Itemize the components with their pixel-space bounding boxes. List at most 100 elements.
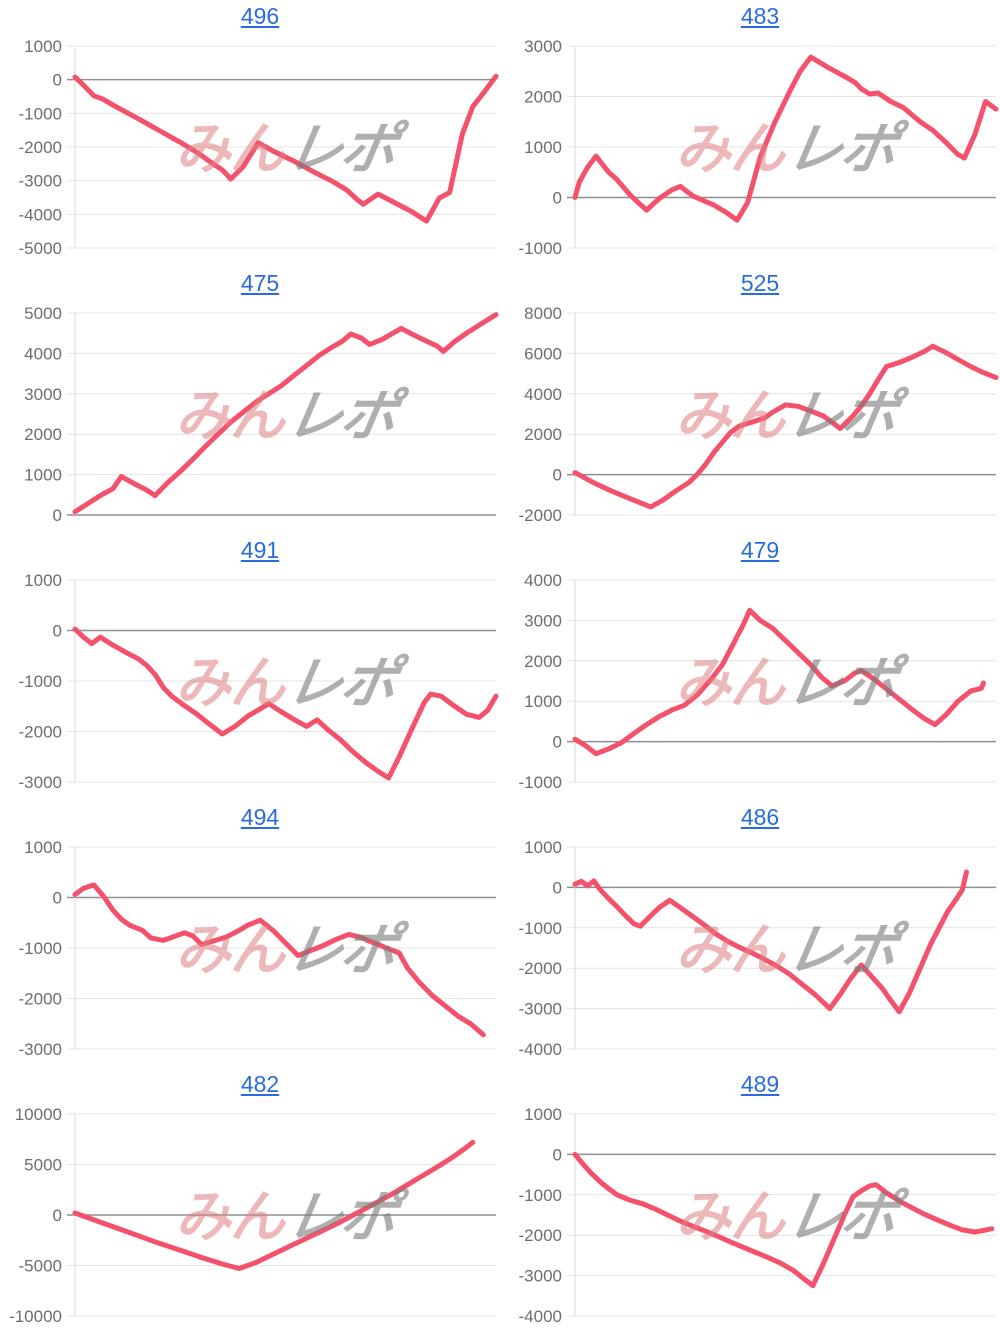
y-axis-tick-label: -2000 — [519, 506, 562, 525]
chart-title-row: 491 — [0, 534, 500, 566]
profit-graph: 4000 3000 2000 1000 0 -1000 — [519, 571, 996, 792]
profit-graph: 1000 0 -1000 -2000 -3000 — [19, 838, 496, 1059]
y-axis-tick-label: -10000 — [9, 1307, 62, 1326]
y-axis-tick-label: 0 — [553, 878, 562, 897]
y-axis-tick-label: 2000 — [524, 425, 562, 444]
y-axis-tick-label: 5000 — [24, 1155, 62, 1174]
chart-title-row: 475 — [0, 267, 500, 299]
y-axis-tick-label: -3000 — [519, 1267, 562, 1286]
y-axis-tick-label: -4000 — [519, 1307, 562, 1326]
y-axis-tick-label: 3000 — [524, 611, 562, 630]
y-axis-tick-label: -3000 — [19, 172, 62, 191]
chart-title-link[interactable]: 486 — [740, 804, 780, 830]
chart-cell: 525 8000 6000 4000 2000 0 -2000 みんレポ — [500, 267, 1000, 534]
profit-graph: 5000 4000 3000 2000 1000 0 — [24, 304, 499, 525]
chart-title-row: 479 — [500, 534, 1000, 566]
y-axis-tick-label: 1000 — [524, 838, 562, 857]
chart-title-row: 483 — [500, 0, 1000, 32]
y-axis-tick-label: -2000 — [19, 989, 62, 1008]
y-axis-tick-label: 5000 — [24, 304, 62, 323]
y-axis-tick-label: -2000 — [519, 1226, 562, 1245]
y-axis-tick-label: 0 — [553, 733, 562, 752]
chart-title-row: 525 — [500, 267, 1000, 299]
y-axis-tick-label: -5000 — [19, 1256, 62, 1275]
y-axis-tick-label: -2000 — [19, 722, 62, 741]
y-axis-tick-label: 0 — [53, 621, 62, 640]
chart-title-row: 482 — [0, 1068, 500, 1100]
y-axis-tick-label: -5000 — [19, 239, 62, 258]
profit-line-series — [72, 73, 499, 224]
chart-cell: 494 1000 0 -1000 -2000 -3000 みんレポ — [0, 801, 500, 1068]
y-axis-tick-label: -1000 — [519, 919, 562, 938]
y-axis-tick-label: 1000 — [524, 692, 562, 711]
profit-line-series — [72, 312, 499, 515]
y-axis-tick-label: 1000 — [24, 466, 62, 485]
profit-line-series — [72, 626, 499, 781]
y-axis-tick-label: 10000 — [15, 1105, 62, 1124]
y-axis-tick-label: 6000 — [524, 344, 562, 363]
chart-title-row: 486 — [500, 801, 1000, 833]
y-axis-tick-label: 2000 — [524, 87, 562, 106]
profit-line-series — [572, 869, 969, 1015]
chart-title-link[interactable]: 525 — [740, 270, 780, 296]
y-axis-tick-label: 3000 — [524, 37, 562, 56]
y-axis-tick-label: 4000 — [524, 385, 562, 404]
y-axis-tick-label: -3000 — [19, 773, 62, 792]
chart-title-link[interactable]: 483 — [740, 3, 780, 29]
chart-cell: 482 10000 5000 0 -5000 -10000 みんレポ — [0, 1068, 500, 1335]
y-axis-tick-label: 4000 — [524, 571, 562, 590]
y-axis-tick-label: -1000 — [519, 773, 562, 792]
chart-title-row: 489 — [500, 1068, 1000, 1100]
profit-line-series — [572, 343, 999, 510]
profit-line-series — [572, 1151, 995, 1289]
y-axis-tick-label: -3000 — [519, 1000, 562, 1019]
chart-title-link[interactable]: 489 — [740, 1071, 780, 1097]
chart-title-link[interactable]: 494 — [240, 804, 280, 830]
y-axis-tick-label: -1000 — [19, 672, 62, 691]
profit-graph: 3000 2000 1000 0 -1000 — [519, 37, 999, 258]
chart-cell: 486 1000 0 -1000 -2000 -3000 -4000 みんレポ — [500, 801, 1000, 1068]
profit-line-series — [72, 882, 486, 1038]
profit-line-series — [72, 1139, 476, 1271]
profit-line-series — [572, 54, 999, 223]
y-axis-tick-label: 0 — [553, 466, 562, 485]
y-axis-tick-label: -1000 — [19, 939, 62, 958]
y-axis-tick-label: 0 — [53, 888, 62, 907]
y-axis-tick-label: 0 — [53, 1206, 62, 1225]
y-axis-tick-label: 0 — [553, 1145, 562, 1164]
chart-cell: 479 4000 3000 2000 1000 0 -1000 みんレポ — [500, 534, 1000, 801]
chart-title-row: 494 — [0, 801, 500, 833]
chart-cell: 496 1000 0 -1000 -2000 -3000 -4000 -5000 みんレポ — [0, 0, 500, 267]
profit-graph: 1000 0 -1000 -2000 -3000 -4000 — [519, 1105, 996, 1326]
profit-graph: 1000 0 -1000 -2000 -3000 -4000 -5000 — [19, 37, 499, 258]
chart-title-link[interactable]: 482 — [240, 1071, 280, 1097]
profit-graph: 1000 0 -1000 -2000 -3000 — [19, 571, 499, 792]
y-axis-tick-label: 3000 — [24, 385, 62, 404]
y-axis-tick-label: 1000 — [24, 571, 62, 590]
chart-title-link[interactable]: 496 — [240, 3, 280, 29]
y-axis-tick-label: -1000 — [519, 239, 562, 258]
profit-graph: 8000 6000 4000 2000 0 -2000 — [519, 304, 999, 525]
chart-title-link[interactable]: 475 — [240, 270, 280, 296]
y-axis-tick-label: 1000 — [524, 138, 562, 157]
chart-title-link[interactable]: 491 — [240, 537, 280, 563]
profit-line-series — [572, 607, 986, 757]
chart-title-link[interactable]: 479 — [740, 537, 780, 563]
y-axis-tick-label: 0 — [53, 506, 62, 525]
chart-cell: 483 3000 2000 1000 0 -1000 みんレポ — [500, 0, 1000, 267]
y-axis-tick-label: 2000 — [524, 652, 562, 671]
y-axis-tick-label: 1000 — [24, 37, 62, 56]
y-axis-tick-label: 8000 — [524, 304, 562, 323]
y-axis-tick-label: 0 — [53, 71, 62, 90]
chart-cell: 491 1000 0 -1000 -2000 -3000 みんレポ — [0, 534, 500, 801]
y-axis-tick-label: -2000 — [19, 138, 62, 157]
y-axis-tick-label: -4000 — [519, 1040, 562, 1059]
profit-graph: 1000 0 -1000 -2000 -3000 -4000 — [519, 838, 996, 1059]
y-axis-tick-label: 0 — [553, 188, 562, 207]
y-axis-tick-label: -1000 — [519, 1186, 562, 1205]
chart-cell: 489 1000 0 -1000 -2000 -3000 -4000 みんレポ — [500, 1068, 1000, 1335]
y-axis-tick-label: -4000 — [19, 205, 62, 224]
y-axis-tick-label: 1000 — [24, 838, 62, 857]
chart-cell: 475 5000 4000 3000 2000 1000 0 みんレポ — [0, 267, 500, 534]
y-axis-tick-label: 2000 — [24, 425, 62, 444]
